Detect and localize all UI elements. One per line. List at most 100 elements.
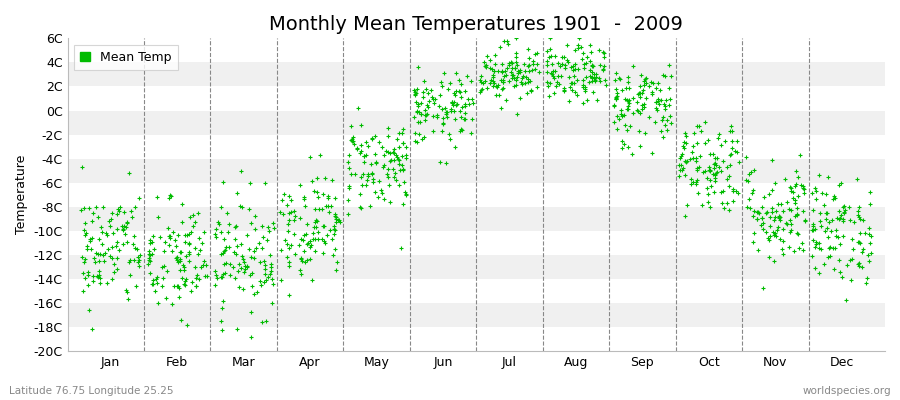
Point	[76, 164, 90, 170]
Point	[132, 252, 147, 258]
Point	[659, 96, 673, 103]
Point	[302, 238, 317, 244]
Point	[410, 108, 424, 115]
Point	[438, 111, 453, 117]
Point	[702, 168, 716, 174]
Point	[93, 250, 107, 257]
Point	[357, 153, 372, 159]
Point	[231, 261, 246, 268]
Point	[316, 250, 330, 257]
Point	[368, 150, 382, 157]
Point	[349, 146, 364, 153]
Point	[164, 193, 178, 199]
Point	[551, 72, 565, 79]
Point	[457, 116, 472, 122]
Point	[369, 159, 383, 165]
Point	[554, 73, 569, 80]
Point	[95, 240, 110, 247]
Point	[461, 96, 475, 102]
Point	[297, 248, 311, 254]
Point	[832, 241, 847, 247]
Point	[663, 120, 678, 126]
Point	[832, 215, 847, 222]
Point	[260, 237, 274, 244]
Point	[651, 98, 665, 105]
Point	[177, 239, 192, 245]
Point	[303, 154, 318, 160]
Point	[454, 94, 468, 100]
Point	[85, 218, 99, 224]
Point	[165, 301, 179, 308]
Point	[700, 191, 715, 198]
Point	[86, 210, 100, 216]
Point	[220, 244, 234, 250]
Point	[131, 263, 146, 269]
Point	[168, 255, 183, 261]
Point	[172, 285, 186, 291]
Point	[496, 85, 510, 91]
Point	[320, 193, 335, 199]
Point	[651, 96, 665, 102]
Point	[107, 269, 122, 275]
Point	[95, 204, 110, 210]
Point	[480, 53, 494, 59]
Point	[823, 245, 837, 251]
Point	[78, 256, 93, 262]
Point	[645, 88, 660, 95]
Point	[166, 248, 180, 254]
Point	[851, 263, 866, 269]
Point	[214, 327, 229, 333]
Point	[345, 138, 359, 144]
Point	[347, 170, 362, 177]
Point	[75, 253, 89, 260]
Point	[452, 88, 466, 94]
Point	[630, 98, 644, 105]
Point	[281, 221, 295, 228]
Point	[179, 276, 194, 282]
Point	[619, 85, 634, 91]
Point	[266, 220, 281, 226]
Point	[412, 109, 427, 115]
Point	[851, 204, 866, 210]
Point	[796, 183, 810, 190]
Point	[818, 210, 832, 216]
Point	[806, 207, 821, 213]
Point	[759, 210, 773, 216]
Point	[526, 66, 540, 73]
Point	[853, 240, 868, 246]
Point	[105, 254, 120, 261]
Point	[418, 112, 432, 118]
Point	[182, 231, 196, 237]
Point	[231, 284, 246, 290]
Point	[841, 262, 855, 268]
Point	[159, 267, 174, 274]
Point	[410, 64, 425, 70]
Point	[220, 210, 235, 216]
Point	[454, 126, 469, 133]
Point	[341, 182, 356, 189]
Point	[410, 118, 425, 125]
Point	[821, 174, 835, 180]
Point	[851, 239, 866, 245]
Point	[786, 195, 800, 201]
Point	[296, 237, 310, 243]
Point	[853, 229, 868, 236]
Point	[374, 187, 388, 193]
Point	[720, 164, 734, 170]
Point	[676, 143, 690, 149]
Point	[615, 145, 629, 152]
Point	[634, 90, 649, 96]
Point	[687, 130, 701, 136]
Point	[672, 166, 687, 173]
Point	[532, 68, 546, 75]
Point	[500, 64, 514, 71]
Point	[747, 230, 761, 236]
Point	[526, 61, 541, 68]
Point	[210, 275, 224, 281]
Point	[609, 112, 624, 119]
Point	[793, 152, 807, 158]
Point	[315, 223, 329, 229]
Point	[419, 111, 434, 118]
Point	[278, 237, 293, 243]
Point	[258, 266, 273, 272]
